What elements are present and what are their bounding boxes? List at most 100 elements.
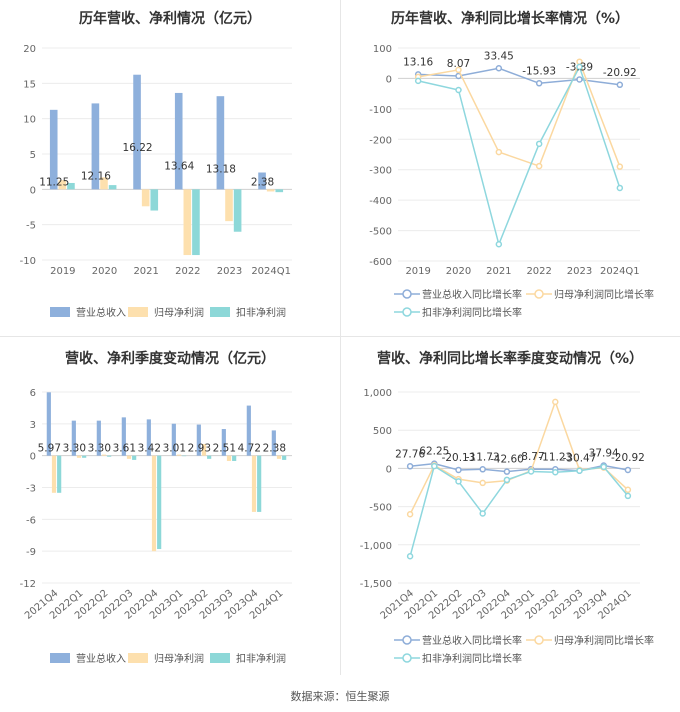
data-point (624, 492, 632, 500)
y-tick-label: 100 (373, 44, 392, 55)
bar (150, 189, 159, 211)
bar-data-label: 4.72 (238, 443, 261, 455)
data-point (552, 398, 559, 406)
bar (51, 455, 57, 493)
bar (57, 455, 62, 493)
y-tick-label: -6 (26, 515, 36, 526)
data-point (616, 81, 624, 89)
data-point (495, 65, 503, 72)
data-source-footer: 数据来源：恒生聚源 (290, 690, 390, 703)
bar (271, 430, 276, 456)
bar (257, 455, 262, 512)
data-point (527, 468, 535, 475)
y-tick-label: -1,000 (360, 541, 392, 552)
legend-swatch (534, 635, 544, 645)
data-point (479, 510, 486, 517)
chart-title-annual-growth: 历年营收、净利同比增长率情况（%） (390, 11, 630, 27)
line-data-label: -42.60 (490, 454, 524, 466)
legend-swatch (402, 653, 412, 663)
legend-label: 归母净利润同比增长率 (554, 634, 654, 647)
data-point (495, 241, 503, 248)
data-point (624, 486, 632, 494)
data-point (406, 463, 414, 470)
y-tick-label: 15 (23, 79, 36, 90)
bar (192, 189, 200, 256)
y-tick-label: -500 (369, 503, 392, 514)
data-point (600, 463, 607, 471)
bar (251, 455, 257, 512)
y-tick-label: 5 (30, 150, 36, 161)
legend-swatch (402, 289, 412, 299)
bar (246, 405, 251, 456)
data-point (576, 76, 583, 83)
y-tick-label: 500 (373, 426, 392, 437)
x-tick-label: 2021 (133, 266, 158, 277)
data-point (535, 80, 543, 87)
legend-swatch (210, 307, 230, 317)
bar (96, 420, 101, 456)
legend-swatch (402, 307, 412, 317)
data-point (495, 148, 503, 156)
y-tick-label: -1,500 (360, 579, 392, 590)
data-point (455, 466, 462, 474)
y-tick-label: 6 (30, 388, 36, 399)
bar (182, 455, 187, 457)
y-tick-label: -9 (26, 547, 36, 558)
legend-swatch (402, 635, 412, 645)
y-tick-label: -3 (26, 484, 36, 495)
bar (146, 419, 151, 456)
legend-label: 扣非净利润同比增长率 (422, 306, 522, 319)
data-point (406, 510, 414, 518)
bar (71, 420, 76, 456)
y-tick-label: 0 (386, 74, 392, 85)
bar (82, 455, 87, 458)
bar-data-label: 13.64 (164, 160, 194, 172)
data-point (414, 77, 422, 85)
bar (207, 455, 212, 459)
y-tick-label: -12 (20, 579, 36, 590)
data-point (616, 184, 624, 192)
bar (226, 455, 232, 461)
chart-title-quarterly-revenue: 营收、净利季度变动情况（亿元） (65, 351, 275, 367)
bar (282, 455, 287, 460)
y-tick-label: 1,000 (363, 388, 392, 399)
line-data-label: -11.23 (538, 451, 572, 463)
line-data-label: -8.77 (518, 451, 545, 463)
data-point (455, 66, 462, 74)
bar-data-label: 5.97 (38, 443, 61, 455)
legend-label: 营业总收入 (76, 306, 126, 319)
chart-title-annual-revenue: 历年营收、净利情况（亿元） (79, 11, 261, 27)
bar (183, 189, 192, 256)
bar (132, 455, 137, 460)
bar (76, 455, 82, 458)
bar-data-label: 12.16 (81, 171, 111, 183)
data-point (616, 163, 624, 170)
chart-title-quarterly-growth: 营收、净利同比增长率季度变动情况（%） (376, 351, 644, 367)
x-tick-label: 2022 (175, 266, 200, 277)
line-data-label: -3.39 (566, 61, 593, 73)
data-point (455, 86, 462, 94)
line-data-label: 37.94 (589, 448, 619, 460)
bar-data-label: 11.25 (39, 176, 69, 188)
bar-data-label: 3.42 (138, 443, 161, 455)
legend-label: 营业总收入同比增长率 (422, 288, 522, 301)
data-point (479, 479, 486, 487)
y-tick-label: 20 (23, 44, 36, 55)
series-line (418, 59, 621, 168)
x-tick-label: 2019 (50, 266, 75, 277)
y-tick-label: 0 (30, 452, 36, 463)
bar (151, 455, 157, 552)
vertical-divider (340, 0, 341, 675)
bar-data-label: 2.93 (188, 443, 211, 455)
legend-swatch (50, 653, 70, 663)
y-tick-label: 0 (386, 464, 392, 475)
x-tick-label: 2024Q1 (600, 266, 640, 277)
bar (174, 92, 183, 190)
bar (126, 455, 132, 459)
x-tick-label: 2021 (486, 266, 511, 277)
line-data-label: -20.92 (603, 67, 637, 79)
line-data-label: 33.45 (484, 50, 514, 62)
bar (91, 103, 100, 190)
legend-label: 营业总收入同比增长率 (422, 634, 522, 647)
